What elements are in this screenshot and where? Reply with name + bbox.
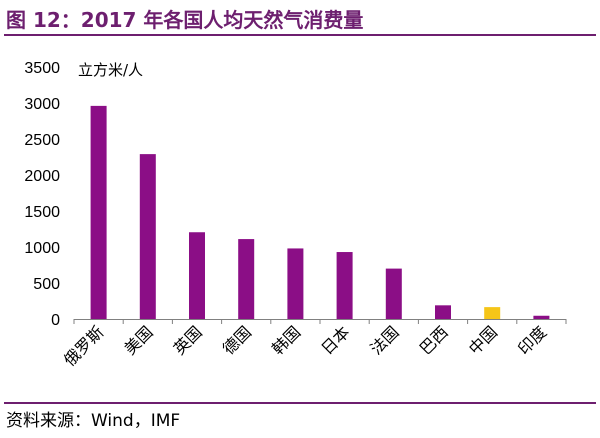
source-divider	[4, 402, 596, 404]
x-tick-label: 德国	[219, 322, 255, 358]
y-axis-unit-label: 立方米/人	[78, 61, 143, 79]
bar	[90, 105, 107, 319]
x-axis: 俄罗斯 美国 英国 德国 韩国 日本 法国 巴西 中国 印度	[60, 319, 567, 370]
bar	[238, 239, 255, 319]
x-tick-label: 中国	[465, 322, 501, 358]
y-tick-label: 2000	[24, 168, 60, 185]
y-axis: 0 500 1000 1500 2000 2500 3000 3500	[24, 60, 60, 329]
bar	[385, 268, 402, 319]
y-tick-label: 2500	[24, 132, 60, 149]
y-tick-label: 500	[33, 276, 60, 293]
x-tick-label: 日本	[317, 322, 353, 358]
y-tick-label: 3500	[24, 60, 60, 77]
bar-series	[90, 105, 550, 319]
x-tick-label: 俄罗斯	[60, 322, 107, 369]
y-tick-label: 1000	[24, 240, 60, 257]
title-divider	[4, 34, 596, 36]
bar	[189, 232, 205, 319]
y-tick-label: 1500	[24, 204, 60, 221]
bar	[139, 154, 156, 319]
bar	[533, 315, 550, 319]
x-tick-label: 英国	[170, 322, 206, 358]
x-tick-label: 巴西	[416, 322, 452, 358]
bar	[435, 305, 451, 319]
x-tick-label: 韩国	[268, 322, 304, 358]
figure-title: 图 12：2017 年各国人均天然气消费量	[6, 8, 364, 32]
y-tick-label: 0	[51, 312, 60, 329]
x-tick-label: 法国	[367, 322, 403, 358]
bar	[484, 307, 501, 319]
x-tick-label: 美国	[121, 322, 157, 358]
bar	[287, 248, 304, 319]
x-tick-label: 印度	[514, 322, 550, 358]
y-tick-label: 3000	[24, 96, 60, 113]
bar	[336, 252, 353, 319]
source-note: 资料来源：Wind，IMF	[6, 411, 181, 431]
